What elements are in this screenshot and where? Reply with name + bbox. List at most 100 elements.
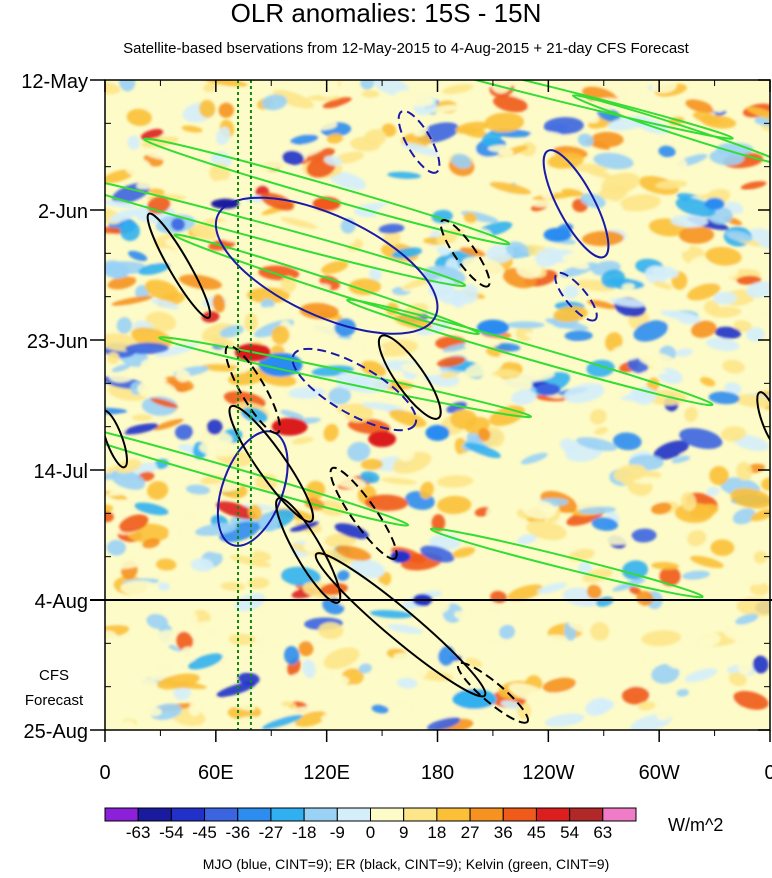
anomaly-cell bbox=[700, 377, 716, 387]
anomaly-cell bbox=[542, 677, 576, 693]
anomaly-cell bbox=[243, 155, 283, 172]
anomaly-cell bbox=[590, 622, 610, 641]
anomaly-cell bbox=[688, 255, 714, 272]
er-contour bbox=[329, 466, 398, 560]
anomaly-cell bbox=[204, 80, 248, 87]
anomaly-cell bbox=[263, 566, 283, 577]
anomaly-cell bbox=[289, 521, 319, 532]
anomaly-cell bbox=[491, 369, 521, 378]
anomaly-cell bbox=[427, 717, 461, 730]
anomaly-cell bbox=[459, 246, 486, 257]
anomaly-cell bbox=[728, 672, 747, 687]
anomaly-cell bbox=[138, 262, 171, 276]
anomaly-cell bbox=[220, 581, 246, 591]
anomaly-cell bbox=[499, 353, 523, 363]
anomaly-cell bbox=[156, 582, 171, 591]
anomaly-cell bbox=[725, 230, 753, 242]
anomaly-cell bbox=[740, 650, 755, 659]
anomaly-cell bbox=[194, 522, 238, 537]
anomaly-cell bbox=[730, 488, 770, 509]
chart-subtitle: Satellite-based bservations from 12-May-… bbox=[123, 40, 689, 57]
anomaly-cell bbox=[468, 452, 486, 471]
anomaly-cell bbox=[499, 624, 516, 640]
anomaly-cell bbox=[292, 456, 310, 472]
anomaly-cell bbox=[706, 486, 720, 496]
anomaly-cell bbox=[732, 568, 766, 586]
anomaly-cell bbox=[582, 230, 624, 247]
anomaly-cell bbox=[675, 348, 693, 357]
anomaly-cell bbox=[237, 672, 260, 686]
anomaly-cell bbox=[272, 89, 314, 109]
anomaly-cell bbox=[105, 605, 118, 625]
x-tick-label: 120E bbox=[303, 762, 350, 784]
anomaly-cell bbox=[494, 343, 521, 352]
anomaly-cell bbox=[371, 704, 389, 714]
olr-anomaly-field bbox=[105, 80, 770, 730]
colorbar-swatch bbox=[569, 807, 604, 822]
x-tick-label: 60W bbox=[639, 762, 680, 784]
anomaly-cell bbox=[740, 375, 765, 386]
anomaly-cell bbox=[436, 475, 474, 488]
kelvin-contour bbox=[429, 527, 704, 599]
anomaly-cell bbox=[147, 481, 169, 500]
anomaly-cell bbox=[594, 427, 609, 435]
anomaly-cell bbox=[264, 641, 282, 660]
colorbar-label: -18 bbox=[292, 823, 317, 842]
anomaly-cell bbox=[146, 614, 169, 629]
mjo-contour bbox=[291, 347, 418, 432]
anomaly-cell bbox=[564, 330, 593, 342]
anomaly-cell bbox=[306, 690, 347, 708]
anomaly-cell bbox=[140, 358, 157, 373]
anomaly-cell bbox=[682, 570, 710, 580]
anomaly-cell bbox=[344, 406, 374, 423]
anomaly-cell bbox=[714, 326, 742, 339]
anomaly-cell bbox=[291, 436, 314, 445]
anomaly-cell bbox=[142, 538, 160, 549]
anomaly-cell bbox=[658, 145, 676, 158]
anomaly-cell bbox=[207, 718, 235, 730]
anomaly-cell bbox=[611, 344, 643, 361]
anomaly-cell bbox=[323, 155, 343, 166]
anomaly-cell bbox=[105, 260, 129, 279]
anomaly-cell bbox=[735, 394, 770, 408]
kelvin-contour bbox=[346, 298, 714, 407]
anomaly-cell bbox=[435, 180, 468, 193]
anomaly-cell bbox=[175, 369, 190, 383]
anomaly-cell bbox=[687, 283, 721, 301]
anomaly-cell bbox=[203, 82, 218, 92]
anomaly-cell bbox=[378, 223, 405, 234]
anomaly-cell bbox=[386, 686, 426, 708]
anomaly-cell bbox=[526, 520, 567, 541]
colorbar-label: 54 bbox=[560, 823, 579, 842]
anomaly-cell bbox=[331, 674, 350, 685]
anomaly-cell bbox=[498, 486, 520, 502]
anomaly-cell bbox=[247, 577, 270, 589]
x-tick-label: 180 bbox=[421, 762, 454, 784]
anomaly-cell bbox=[631, 528, 657, 543]
anomaly-cell bbox=[150, 397, 179, 409]
y-tick-label: 23-Jun bbox=[27, 331, 88, 353]
colorbar-swatch bbox=[436, 807, 471, 822]
anomaly-cell bbox=[120, 221, 140, 242]
anomaly-cell bbox=[713, 291, 738, 305]
anomaly-core bbox=[536, 383, 561, 396]
anomaly-cell bbox=[538, 333, 557, 341]
anomaly-cell bbox=[137, 380, 177, 401]
anomaly-cell bbox=[321, 549, 361, 565]
anomaly-cell bbox=[111, 558, 148, 570]
anomaly-cell bbox=[705, 246, 742, 266]
anomaly-cell bbox=[684, 406, 698, 423]
colorbar-swatch bbox=[403, 807, 438, 822]
anomaly-cell bbox=[644, 647, 671, 666]
colorbar-label: -63 bbox=[126, 823, 151, 842]
anomaly-cell bbox=[528, 405, 551, 424]
colorbar-label: 36 bbox=[494, 823, 513, 842]
anomaly-cell bbox=[687, 630, 721, 647]
colorbar-swatch bbox=[602, 807, 637, 822]
x-tick-label: 0 bbox=[764, 762, 772, 784]
anomaly-cell bbox=[735, 613, 759, 625]
anomaly-cell bbox=[670, 214, 709, 228]
anomaly-cell bbox=[563, 284, 579, 299]
colorbar-swatch bbox=[204, 807, 239, 822]
colorbar-label: 9 bbox=[399, 823, 408, 842]
